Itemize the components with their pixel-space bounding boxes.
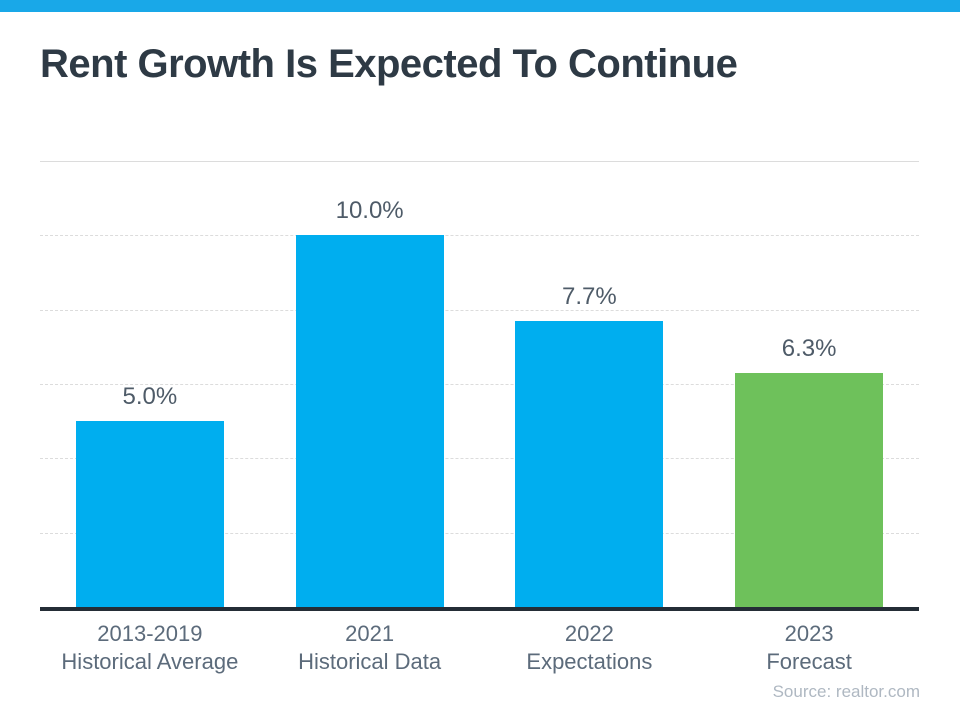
gridline-10-percent <box>40 235 919 237</box>
category-label-line: Forecast <box>766 649 852 674</box>
bar <box>515 320 664 607</box>
gridline-2-percent <box>40 532 919 534</box>
gridline-8-percent <box>40 309 919 311</box>
bar-chart-plot-area: 5.0% 10.0% 7.7% 6.3% <box>40 161 919 607</box>
page-title: Rent Growth Is Expected To Continue <box>40 42 738 86</box>
bar <box>75 421 224 607</box>
category-label-line: Historical Data <box>298 649 442 674</box>
gridline-4-percent <box>40 458 919 460</box>
category-label-line: 2013-2019 <box>97 621 203 646</box>
bar-slot: 7.7% <box>480 161 700 607</box>
category-label: 2023 Forecast <box>699 620 919 676</box>
bar-slot: 5.0% <box>40 161 260 607</box>
top-accent-banner <box>0 0 960 12</box>
category-label: 2022 Expectations <box>480 620 700 676</box>
category-label-line: Expectations <box>526 649 653 674</box>
bar-value-label: 5.0% <box>122 383 178 411</box>
bar-slot: 10.0% <box>260 161 480 607</box>
x-axis-baseline <box>40 607 919 611</box>
category-labels-row: 2013-2019 Historical Average 2021 Historica… <box>40 620 919 676</box>
bar-value-label: 7.7% <box>562 282 617 310</box>
category-label: 2013-2019 Historical Average <box>40 620 260 676</box>
source-credit: Source: realtor.com <box>772 682 920 701</box>
bar-value-label: 10.0% <box>335 197 404 225</box>
bar-value-label: 6.3% <box>781 334 837 362</box>
gridline-6-percent <box>40 384 919 385</box>
category-label-line: 2021 <box>345 621 395 646</box>
bar-slot: 6.3% <box>699 161 919 607</box>
category-label-line: Historical Average <box>61 649 239 674</box>
category-label: 2021 Historical Data <box>260 620 480 676</box>
category-label-line: 2022 <box>564 621 614 646</box>
bars-layer: 5.0% 10.0% 7.7% 6.3% <box>40 161 919 607</box>
gridline-12-percent <box>40 161 919 162</box>
bar <box>735 372 884 607</box>
bar <box>295 235 444 607</box>
category-label-line: 2023 <box>784 621 834 646</box>
